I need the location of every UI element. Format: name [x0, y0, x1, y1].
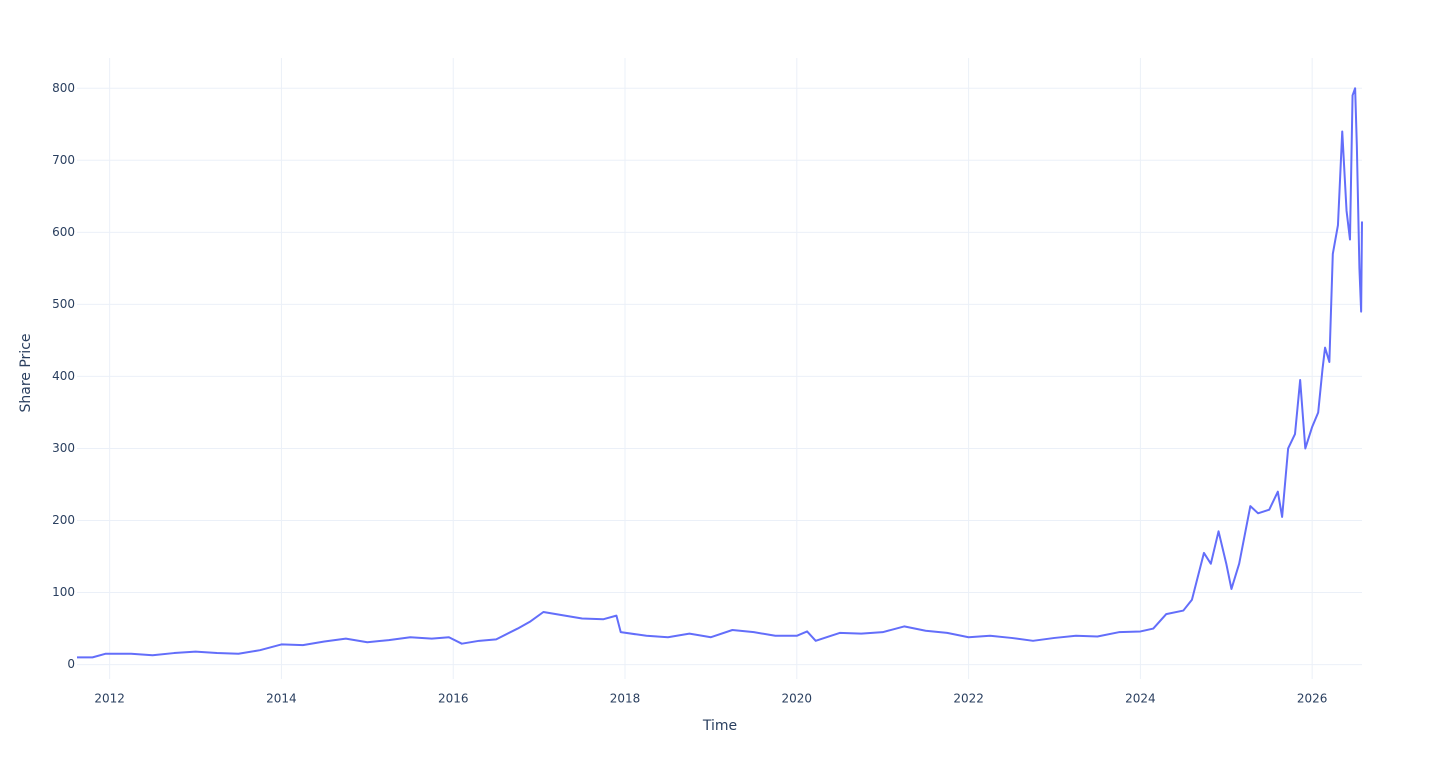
- y-tick-label: 300: [52, 441, 75, 455]
- y-tick-label: 700: [52, 153, 75, 167]
- x-axis-title: Time: [702, 718, 737, 734]
- x-tick-label: 2022: [953, 692, 984, 706]
- x-tick-label: 2014: [266, 692, 297, 706]
- price-line: [77, 87, 1363, 659]
- y-tick-label: 600: [52, 225, 75, 239]
- y-tick-label: 100: [52, 585, 75, 599]
- y-axis-title: Share Price: [18, 333, 34, 412]
- x-tick-label: 2016: [438, 692, 469, 706]
- x-tick-label: 2012: [94, 692, 125, 706]
- x-tick-label: 2020: [782, 692, 813, 706]
- x-tick-label: 2026: [1297, 692, 1328, 706]
- x-tick-label: 2024: [1125, 692, 1156, 706]
- y-tick-label: 800: [52, 81, 75, 95]
- y-tick-label: 0: [67, 657, 75, 671]
- y-tick-label: 500: [52, 297, 75, 311]
- y-tick-label: 200: [52, 513, 75, 527]
- y-tick-label: 400: [52, 369, 75, 383]
- x-tick-label: 2018: [610, 692, 641, 706]
